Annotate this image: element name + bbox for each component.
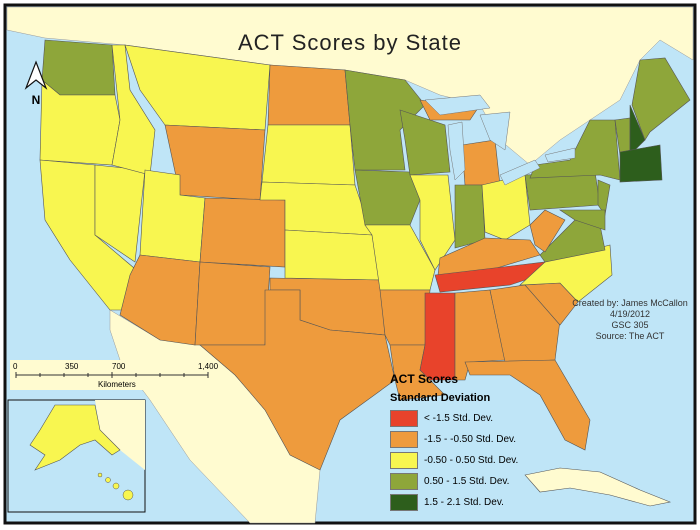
state-mn [344,69,426,171]
legend-label: < -1.5 Std. Dev. [424,413,494,424]
legend-title: ACT Scores [390,372,459,386]
legend-swatch [390,431,418,448]
state-me [631,57,691,141]
scale-tick-label: 350 [65,362,79,371]
north-label: N [31,93,41,107]
legend-item: 0.50 - 1.5 Std. Dev. [390,471,518,492]
scale-tick-label: 0 [13,362,18,371]
state-ia [354,169,421,226]
credit-line: GSC 305 [611,320,649,330]
state-in [454,184,486,249]
legend-item: 1.5 - 2.1 Std. Dev. [390,492,518,513]
legend-subtitle: Standard Deviation [390,392,491,404]
state-va [539,219,606,263]
state-mi [461,139,501,186]
state-ma-ct-ri [619,144,663,183]
state-md [559,209,606,231]
scale-line [15,372,209,378]
legend-label: 0.50 - 1.5 Std. Dev. [424,476,510,487]
cuba-land [524,467,672,507]
state-nd [267,64,351,126]
credits: Created by: James McCallon 4/19/2012 GSC… [570,298,690,342]
credit-line: 4/19/2012 [609,309,651,319]
legend-label: 1.5 - 2.1 Std. Dev. [424,497,504,508]
map-title: ACT Scores by State [237,30,462,55]
scale-tick-label: 700 [112,362,126,371]
state-il [409,174,456,271]
north-arrow: N [22,60,50,107]
state-ks [284,229,381,281]
credit-line: Created by: James McCallon [572,298,688,308]
state-tx [199,289,396,471]
great-lakes [424,94,576,186]
legend-swatch [390,410,418,427]
alaska-state [29,404,121,471]
state-ms [419,292,456,381]
hawaii-state [97,472,134,501]
state-wi [399,109,451,176]
scale-bar: 0 350 700 1,400 Kilometers [10,360,218,390]
legend-item: < -1.5 Std. Dev. [390,408,518,429]
state-fl [464,359,591,451]
state-nc [519,244,613,303]
legend-swatch [390,452,418,469]
state-id [111,44,156,176]
state-ar [379,289,431,346]
credit-line: Source: The ACT [595,331,665,341]
inset-canada [95,400,145,470]
legend-item: -0.50 - 0.50 Std. Dev. [390,450,518,471]
legend-swatch [390,494,418,511]
legend-label: -1.5 - -0.50 Std. Dev. [424,434,517,445]
legend-swatch [390,473,418,490]
state-sd [261,124,356,186]
state-co [199,197,286,268]
scale-unit: Kilometers [98,380,136,389]
state-nm [194,261,271,346]
legend-item: -1.5 - -0.50 Std. Dev. [390,429,518,450]
legend: ACT Scores Standard Deviation < -1.5 Std… [390,372,518,513]
states-layer [39,39,691,471]
state-wv [529,209,566,253]
scale-tick-label: 1,400 [198,362,219,371]
legend-label: -0.50 - 0.50 Std. Dev. [424,455,519,466]
north-arrow-icon [24,60,48,90]
